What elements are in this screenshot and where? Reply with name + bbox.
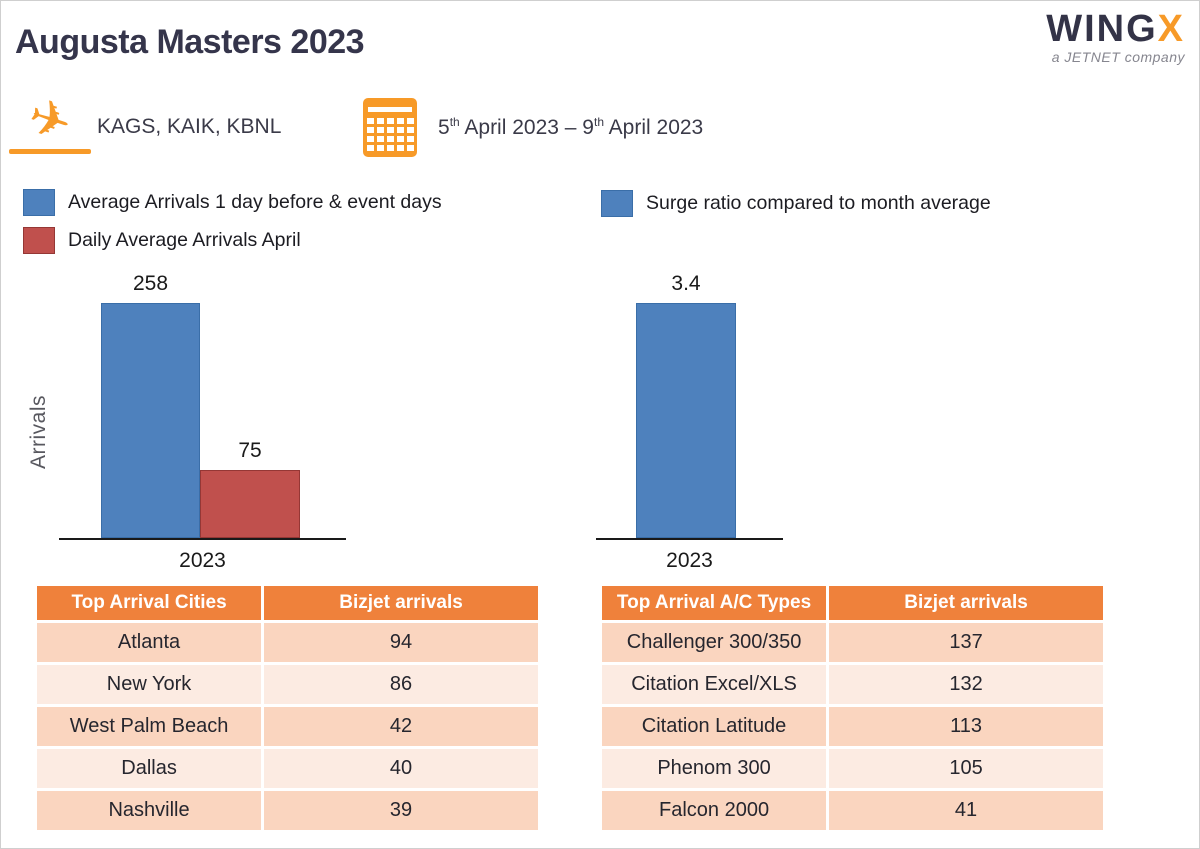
table-row: Citation Latitude 113	[602, 707, 1103, 746]
table-cell: New York	[37, 665, 262, 704]
table-cell: Phenom 300	[602, 749, 827, 788]
calendar-grid-cell	[396, 127, 404, 133]
x-axis-tick-2023: 2023	[666, 549, 713, 572]
calendar-grid-cell	[376, 127, 384, 133]
date-rest2: April 2023	[604, 116, 704, 139]
legend-item-avg-arrivals: Average Arrivals 1 day before & event da…	[23, 189, 442, 216]
table-header-row: Top Arrival Cities Bizjet arrivals	[37, 586, 538, 620]
airplane-glyph: ✈	[21, 86, 79, 154]
column-header: Bizjet arrivals	[264, 586, 538, 620]
calendar-grid-cell	[366, 118, 374, 124]
calendar-grid-cell	[406, 145, 414, 151]
table-cell: 39	[264, 791, 538, 830]
calendar-grid-cell	[386, 136, 394, 142]
table-row: Atlanta 94	[37, 623, 538, 662]
bar-value-label: 258	[132, 272, 169, 295]
calendar-grid-cell	[406, 127, 414, 133]
calendar-grid	[363, 118, 417, 151]
table-row: Falcon 2000 41	[602, 791, 1103, 830]
legend-item-surge-ratio: Surge ratio compared to month average	[601, 190, 991, 217]
table-row: New York 86	[37, 665, 538, 704]
date-day1: 5	[438, 116, 450, 139]
surge-ratio-bar-chart: 3.4	[596, 272, 783, 540]
bar-daily-avg-april	[200, 470, 300, 538]
x-axis-tick-2023: 2023	[179, 549, 226, 572]
calendar-grid-cell	[386, 118, 394, 124]
calendar-grid-cell	[376, 136, 384, 142]
table-cell: 40	[264, 749, 538, 788]
date-rest1: April 2023 –	[459, 116, 583, 139]
page-title: Augusta Masters 2023	[15, 23, 365, 61]
table-row: Nashville 39	[37, 791, 538, 830]
calendar-grid-cell	[386, 127, 394, 133]
calendar-grid-cell	[406, 136, 414, 142]
table-cell: 42	[264, 707, 538, 746]
table-row: Phenom 300 105	[602, 749, 1103, 788]
calendar-grid-cell	[366, 145, 374, 151]
calendar-strip	[368, 107, 412, 112]
table-cell: 105	[829, 749, 1103, 788]
table-cell: Citation Excel/XLS	[602, 665, 827, 704]
column-header: Top Arrival A/C Types	[602, 586, 827, 620]
table-row: West Palm Beach 42	[37, 707, 538, 746]
legend-label: Daily Average Arrivals April	[68, 229, 301, 251]
calendar-grid-cell	[386, 145, 394, 151]
table-cell: Citation Latitude	[602, 707, 827, 746]
table-row: Dallas 40	[37, 749, 538, 788]
table-cell: 94	[264, 623, 538, 662]
calendar-grid-cell	[366, 127, 374, 133]
event-date-range: 5th April 2023 – 9th April 2023	[438, 115, 703, 140]
top-arrival-cities-table: Top Arrival Cities Bizjet arrivals Atlant…	[34, 583, 541, 833]
bar-value-label: 3.4	[671, 272, 701, 295]
calendar-grid-cell	[396, 145, 404, 151]
table-row: Citation Excel/XLS 132	[602, 665, 1103, 704]
y-axis-label-arrivals: Arrivals	[27, 395, 50, 470]
date-day2: 9	[582, 116, 594, 139]
table-cell: 41	[829, 791, 1103, 830]
legend-item-daily-avg: Daily Average Arrivals April	[23, 227, 301, 254]
logo-tagline: a JETNET company	[1051, 48, 1185, 65]
logo-wing-text: WING	[1046, 8, 1158, 50]
bar-surge-ratio	[636, 303, 736, 538]
legend-label: Surge ratio compared to month average	[646, 192, 991, 214]
legend-label: Average Arrivals 1 day before & event da…	[68, 191, 442, 213]
column-header: Bizjet arrivals	[829, 586, 1103, 620]
wingx-logo: WINGX a JETNET company	[1046, 8, 1185, 65]
table-cell: Atlanta	[37, 623, 262, 662]
airport-codes: KAGS, KAIK, KBNL	[97, 115, 282, 138]
airplane-landing-icon: ✈	[9, 87, 91, 154]
bar-avg-arrivals	[101, 303, 200, 538]
calendar-grid-cell	[406, 118, 414, 124]
arrivals-bar-chart: 258 75	[59, 272, 346, 540]
calendar-grid-cell	[396, 136, 404, 142]
table-cell: 113	[829, 707, 1103, 746]
date-suffix2: th	[593, 115, 604, 129]
table-cell: West Palm Beach	[37, 707, 262, 746]
logo-x-text: X	[1157, 8, 1185, 50]
table-row: Challenger 300/350 137	[602, 623, 1103, 662]
table-cell: Nashville	[37, 791, 262, 830]
legend-swatch-red	[23, 227, 55, 254]
calendar-icon	[363, 98, 417, 157]
table-cell: Dallas	[37, 749, 262, 788]
legend-swatch-blue	[601, 190, 633, 217]
table-cell: 86	[264, 665, 538, 704]
table-header-row: Top Arrival A/C Types Bizjet arrivals	[602, 586, 1103, 620]
legend-swatch-blue	[23, 189, 55, 216]
calendar-grid-cell	[376, 145, 384, 151]
table-cell: Falcon 2000	[602, 791, 827, 830]
top-arrival-ac-types-table: Top Arrival A/C Types Bizjet arrivals Cha…	[599, 583, 1106, 833]
table-cell: 132	[829, 665, 1103, 704]
table-cell: Challenger 300/350	[602, 623, 827, 662]
calendar-grid-cell	[366, 136, 374, 142]
date-suffix1: th	[449, 115, 460, 129]
bar-value-label: 75	[238, 439, 262, 462]
runway-underline	[9, 149, 91, 154]
column-header: Top Arrival Cities	[37, 586, 262, 620]
wingx-logo-text: WINGX	[1046, 8, 1185, 51]
calendar-grid-cell	[396, 118, 404, 124]
calendar-grid-cell	[376, 118, 384, 124]
table-cell: 137	[829, 623, 1103, 662]
